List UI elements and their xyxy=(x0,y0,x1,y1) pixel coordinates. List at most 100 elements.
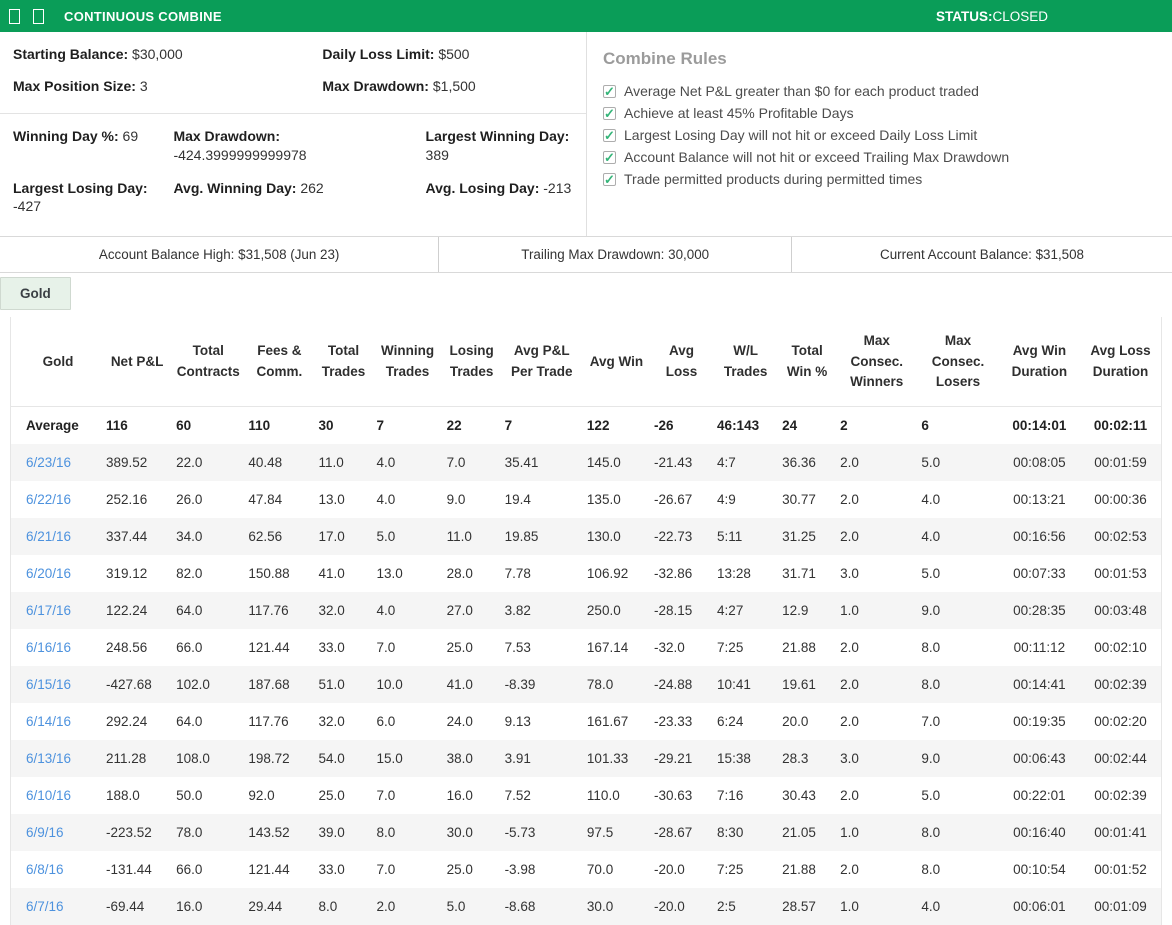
table-cell: -24.88 xyxy=(654,677,693,693)
table-cell: 64.0 xyxy=(176,714,203,730)
table-cell: 187.68 xyxy=(248,677,290,693)
table-cell: -131.44 xyxy=(106,862,152,878)
column-header: Avg Win Duration xyxy=(1011,343,1068,379)
table-cell: 121.44 xyxy=(248,862,290,878)
date-link[interactable]: 6/23/16 xyxy=(26,455,72,471)
table-cell: 00:07:33 xyxy=(1013,566,1066,582)
date-link[interactable]: 6/22/16 xyxy=(26,492,72,508)
table-cell: 39.0 xyxy=(318,825,345,841)
daily-stats-table: Gold Net P&L Total Contracts Fees & Comm. To… xyxy=(10,317,1162,925)
table-cell: 6/14/16 xyxy=(11,703,103,740)
stats-table-wrap: Gold Net P&L Total Contracts Fees & Comm. To… xyxy=(10,317,1162,925)
stat-value: -427 xyxy=(13,198,42,215)
date-link[interactable]: 6/13/16 xyxy=(26,751,72,767)
table-cell: 78.0 xyxy=(176,825,203,841)
table-cell: 41.0 xyxy=(446,677,473,693)
table-cell: 60 xyxy=(172,406,245,445)
window-glyph-icon[interactable] xyxy=(9,8,20,24)
column-header: Total Trades xyxy=(321,343,366,379)
table-cell: 00:19:35 xyxy=(1013,714,1066,730)
date-link[interactable]: 6/10/16 xyxy=(26,788,72,804)
column-header: Avg Loss Duration xyxy=(1090,343,1151,379)
date-link[interactable]: 6/8/16 xyxy=(26,862,64,878)
table-cell: 5.0 xyxy=(921,455,941,471)
table-cell: -28.67 xyxy=(654,825,693,841)
table-cell: 21.88 xyxy=(782,862,816,878)
table-cell: -22.73 xyxy=(654,529,693,545)
status-value: CLOSED xyxy=(992,8,1048,24)
table-cell: 250.0 xyxy=(586,603,621,619)
table-cell: 7.52 xyxy=(504,788,531,804)
table-cell: 7:25 xyxy=(717,862,744,878)
table-cell: 145.0 xyxy=(586,455,621,471)
table-cell: 27.0 xyxy=(446,603,473,619)
date-link[interactable]: 6/17/16 xyxy=(26,603,72,619)
window-glyph-icon[interactable] xyxy=(33,8,44,24)
rule-item: ✓ Largest Losing Day will not hit or exce… xyxy=(603,127,1162,143)
table-cell: 25.0 xyxy=(446,640,473,656)
stat-item: Starting Balance: $30,000 xyxy=(13,45,322,64)
table-cell: Average xyxy=(10,406,102,445)
table-cell: 106.92 xyxy=(586,566,629,582)
stat-label: Largest Losing Day: xyxy=(13,179,148,196)
balance-summary-bar: Account Balance High: $31,508 (Jun 23) Tr… xyxy=(0,236,1172,274)
table-cell: 6/9/16 xyxy=(11,814,103,851)
table-cell: 00:08:05 xyxy=(1013,455,1066,471)
table-cell: 00:02:39 xyxy=(1094,788,1147,804)
table-cell: 00:02:44 xyxy=(1094,751,1147,767)
date-link[interactable]: 6/15/16 xyxy=(26,677,72,693)
date-link[interactable]: 6/7/16 xyxy=(26,899,64,915)
table-row: 6/13/16 211.28 108.0 198.72 54.0 15.0 38.0 3.91… xyxy=(10,740,1162,778)
table-cell: 292.24 xyxy=(106,714,148,730)
table-cell: 5:11 xyxy=(717,529,743,545)
table-cell: 4.0 xyxy=(376,455,396,471)
table-cell: 7.0 xyxy=(376,862,396,878)
table-cell: 4.0 xyxy=(376,492,396,508)
rule-text: Trade permitted products during permitte… xyxy=(624,171,923,187)
tab-gold[interactable]: Gold xyxy=(0,277,71,311)
table-cell: 5.0 xyxy=(921,788,941,804)
table-cell: 13.0 xyxy=(376,566,403,582)
table-cell: 248.56 xyxy=(106,640,148,656)
date-link[interactable]: 6/20/16 xyxy=(26,566,72,582)
table-cell: 7.78 xyxy=(504,566,531,582)
column-header: Losing Trades xyxy=(449,343,494,379)
column-header: Avg P&L Per Trade xyxy=(510,343,573,379)
table-cell: 6/10/16 xyxy=(11,777,103,814)
stat-value: -213 xyxy=(543,179,572,196)
table-cell: 28.3 xyxy=(782,751,809,767)
stat-value: $500 xyxy=(438,46,470,62)
table-cell: 7.0 xyxy=(921,714,941,730)
table-cell: 25.0 xyxy=(318,788,345,804)
table-cell: -20.0 xyxy=(654,862,685,878)
table-cell: 7.0 xyxy=(376,788,396,804)
table-cell: 6/13/16 xyxy=(11,740,103,777)
stat-item: Avg. Losing Day: -213 xyxy=(426,179,586,217)
column-header: Total Contracts xyxy=(176,343,240,379)
date-link[interactable]: 6/9/16 xyxy=(26,825,64,841)
table-cell: -223.52 xyxy=(106,825,152,841)
average-row: Average 116 60 110 30 7 22 7 122 -26 46:143 24 2 6 00:… xyxy=(10,406,1162,445)
table-cell: 00:16:56 xyxy=(1013,529,1066,545)
table-cell: 19.4 xyxy=(504,492,531,508)
rule-text: Achieve at least 45% Profitable Days xyxy=(624,105,854,121)
date-link[interactable]: 6/14/16 xyxy=(26,714,72,730)
stat-label: Winning Day %: xyxy=(13,127,119,144)
date-link[interactable]: 6/21/16 xyxy=(26,529,72,545)
table-cell: 6/17/16 xyxy=(11,592,103,629)
combine-rules-panel: Combine Rules ✓ Average Net P&L greater t… xyxy=(586,32,1172,237)
stat-value: 69 xyxy=(122,127,139,144)
table-cell: 15.0 xyxy=(376,751,403,767)
table-cell: 30.43 xyxy=(782,788,816,804)
table-cell: 11.0 xyxy=(318,455,344,471)
table-cell: 00:02:20 xyxy=(1094,714,1147,730)
table-cell: 00:02:39 xyxy=(1094,677,1147,693)
table-cell: 9.0 xyxy=(446,492,466,508)
table-cell: 30.77 xyxy=(782,492,816,508)
table-cell: 30.0 xyxy=(446,825,473,841)
rule-item: ✓ Achieve at least 45% Profitable Days xyxy=(603,105,1162,121)
date-link[interactable]: 6/16/16 xyxy=(26,640,72,656)
balance-cell: Account Balance High: $31,508 (Jun 23) xyxy=(98,247,340,263)
rule-text: Largest Losing Day will not hit or excee… xyxy=(624,127,978,143)
